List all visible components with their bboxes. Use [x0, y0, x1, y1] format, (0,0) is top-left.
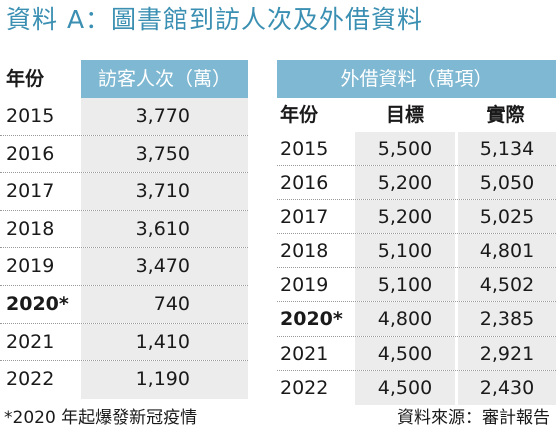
loans-actual-cell: 4,502	[458, 268, 556, 302]
table-row: 2022 1,190	[0, 361, 248, 399]
visits-header-year: 年份	[0, 60, 81, 98]
loans-year-cell: 2021	[280, 342, 329, 365]
loans-header-actual: 實際	[486, 104, 525, 126]
table-row: 2015 5,500 5,134	[277, 132, 556, 167]
loans-actual-cell: 5,050	[458, 166, 556, 200]
table-row: 2021 4,500 2,921	[277, 336, 556, 371]
loans-actual-cell: 2,921	[458, 336, 556, 370]
source-note: 資料來源：審計報告	[397, 408, 550, 428]
table-row: 2016 5,200 5,050	[277, 166, 556, 201]
visits-year-cell: 2015	[0, 98, 81, 135]
footnote: *2020 年起爆發新冠疫情	[4, 408, 198, 428]
loans-year-cell: 2017	[280, 206, 329, 229]
visits-year-cell: 2022	[0, 361, 81, 399]
loans-year-cell: 2022	[280, 376, 329, 399]
loans-actual-cell: 2,430	[458, 370, 556, 405]
loans-header-year: 年份	[280, 104, 319, 126]
visits-year-cell: 2016	[0, 135, 81, 173]
visits-value-cell: 3,710	[81, 173, 248, 210]
visits-value-cell: 740	[81, 285, 248, 323]
loans-actual-cell: 5,025	[458, 200, 556, 234]
table-row: 2020* 740	[0, 285, 248, 324]
loans-year-cell: 2020*	[280, 308, 343, 331]
visits-header-value: 訪客人次（萬）	[81, 60, 248, 98]
visits-table: 年份 訪客人次（萬） 2015 3,770 2016 3,750 2017 3,…	[0, 60, 248, 399]
loans-target-cell: 4,800	[355, 302, 455, 336]
loans-actual-cell: 2,385	[458, 302, 556, 336]
table-row: 2017 5,200 5,025	[277, 200, 556, 235]
loans-target-cell: 5,100	[355, 268, 455, 302]
loans-actual-cell: 4,801	[458, 234, 556, 268]
visits-year-cell: 2017	[0, 173, 81, 210]
visits-value-cell: 1,410	[81, 323, 248, 361]
loans-header-group: 外借資料（萬項）	[277, 60, 556, 98]
visits-value-cell: 3,610	[81, 210, 248, 248]
visits-year-cell: 2018	[0, 210, 81, 248]
table-row: 2022 4,500 2,430	[277, 370, 556, 405]
loans-target-cell: 4,500	[355, 370, 455, 405]
table-row: 2018 5,100 4,801	[277, 234, 556, 269]
table-row: 2017 3,710	[0, 173, 248, 211]
visits-value-cell: 3,770	[81, 98, 248, 135]
loans-actual-cell: 5,134	[458, 132, 556, 166]
visits-year-cell: 2020*	[0, 285, 81, 323]
loans-table: 外借資料（萬項） 年份 目標 實際 2015 5,500 5,134 2016 …	[277, 60, 556, 405]
visits-value-cell: 3,750	[81, 135, 248, 173]
visits-year-cell: 2021	[0, 323, 81, 361]
table-row: 2018 3,610	[0, 210, 248, 249]
loans-target-cell: 5,200	[355, 166, 455, 200]
loans-table-subheader: 年份 目標 實際	[277, 98, 556, 132]
loans-target-cell: 4,500	[355, 336, 455, 370]
loans-target-cell: 5,100	[355, 234, 455, 268]
loans-target-cell: 5,200	[355, 200, 455, 234]
table-row: 2019 3,470	[0, 248, 248, 286]
table-row: 2016 3,750	[0, 135, 248, 174]
loans-year-cell: 2018	[280, 240, 329, 263]
loans-header-target: 目標	[385, 104, 424, 126]
visits-value-cell: 3,470	[81, 248, 248, 285]
table-row: 2021 1,410	[0, 323, 248, 362]
visits-table-header: 年份 訪客人次（萬）	[0, 60, 248, 98]
table-row: 2019 5,100 4,502	[277, 268, 556, 303]
page-title: 資料 A：圖書館到訪人次及外借資料	[6, 5, 424, 34]
visits-value-cell: 1,190	[81, 361, 248, 399]
loans-target-cell: 5,500	[355, 132, 455, 166]
loans-year-cell: 2016	[280, 172, 329, 195]
table-row: 2015 3,770	[0, 98, 248, 136]
loans-year-cell: 2019	[280, 274, 329, 297]
visits-year-cell: 2019	[0, 248, 81, 285]
loans-year-cell: 2015	[280, 138, 329, 160]
table-row: 2020* 4,800 2,385	[277, 302, 556, 337]
